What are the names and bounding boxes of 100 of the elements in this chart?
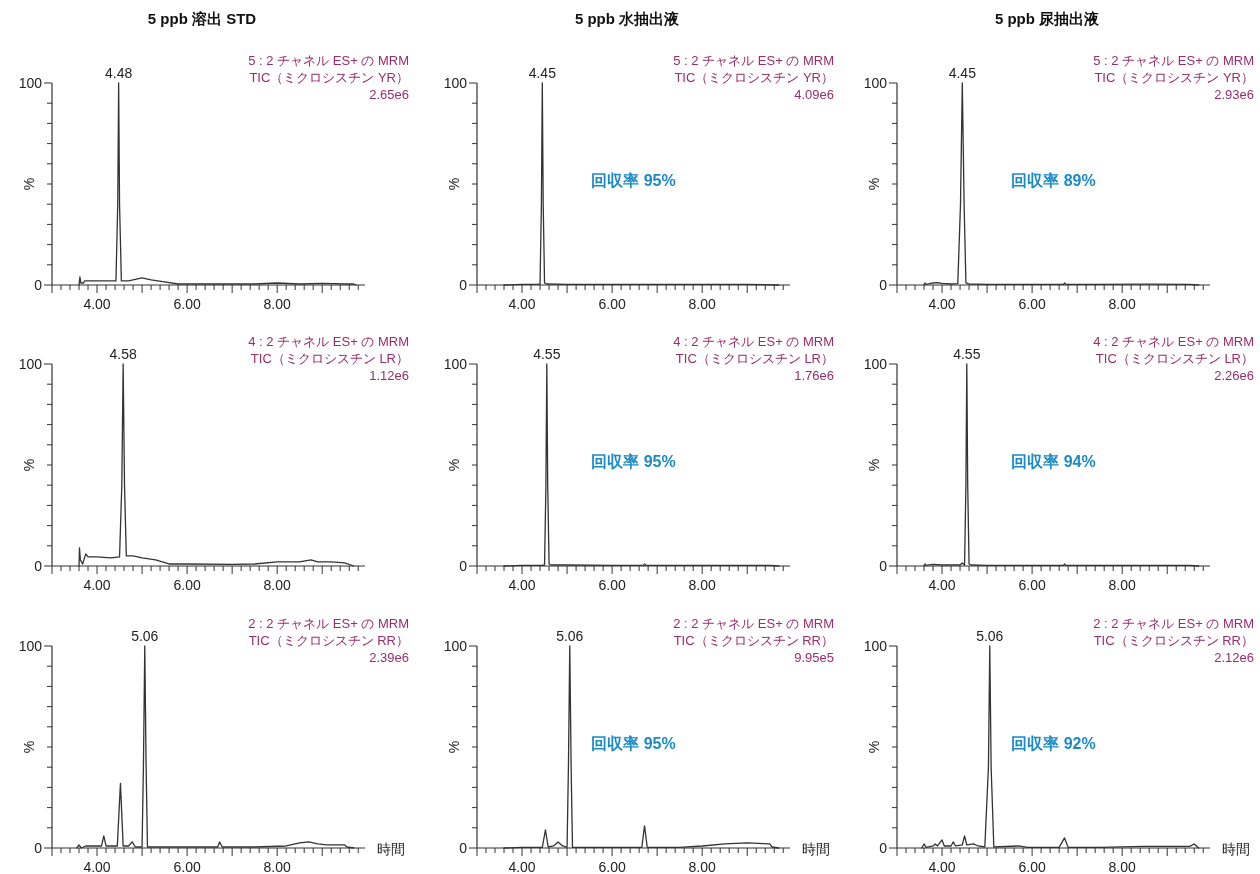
- x-axis-title: 時間: [1222, 841, 1250, 857]
- y-axis-title: %: [21, 177, 37, 191]
- annotation: 5.06: [131, 628, 159, 644]
- x-tick-label: 4.00: [83, 296, 111, 312]
- annotation: 回収率 94%: [1011, 452, 1096, 470]
- text: 2.93e6: [1214, 87, 1254, 102]
- y-tick-label: 100: [863, 638, 888, 654]
- y-axis-title: %: [446, 740, 462, 754]
- x-tick-label: 8.00: [1108, 577, 1137, 593]
- y-tick-label: 100: [443, 356, 468, 372]
- text: 1.12e6: [369, 368, 409, 383]
- annotation: 4.58: [109, 346, 137, 362]
- y-tick-label: 0: [879, 558, 888, 574]
- text: 2.65e6: [369, 87, 409, 102]
- y-axis-title: %: [866, 177, 882, 191]
- x-tick-label: 6.00: [1018, 577, 1046, 593]
- x-tick-label: 4.00: [83, 859, 111, 874]
- y-tick-label: 0: [34, 840, 43, 856]
- annotation: 回収率 95%: [591, 734, 676, 752]
- text: 1.76e6: [794, 368, 834, 383]
- text: 2 : 2 チャネル ES+ の MRM: [673, 616, 834, 631]
- annotation: TIC（ミクロシスチン YR）: [674, 70, 834, 85]
- x-tick-label: 4.00: [508, 296, 536, 312]
- text: 4 : 2 チャネル ES+ の MRM: [248, 334, 409, 349]
- x-tick-label: 8.00: [263, 859, 292, 874]
- x-tick-label: 4.00: [83, 577, 111, 593]
- y-tick-label: 100: [18, 75, 43, 91]
- y-tick-label: 0: [879, 840, 888, 856]
- annotation: TIC（ミクロシスチン LR）: [1095, 351, 1254, 366]
- x-tick-label: 6.00: [173, 577, 201, 593]
- x-tick-label: 8.00: [688, 859, 717, 874]
- chart-title: 5 ppb 尿抽出液: [994, 10, 1101, 27]
- x-tick-label: 4.00: [928, 859, 956, 874]
- annotation: TIC（ミクロシスチン RR）: [1093, 633, 1254, 648]
- y-tick-label: 0: [459, 840, 468, 856]
- x-tick-label: 6.00: [173, 859, 201, 874]
- x-tick-label: 6.00: [173, 296, 201, 312]
- x-tick-label: 4.00: [508, 859, 536, 874]
- annotation: 5.06: [556, 628, 584, 644]
- y-axis-title: %: [446, 177, 462, 191]
- x-tick-label: 4.00: [928, 296, 956, 312]
- y-tick-label: 0: [459, 558, 468, 574]
- annotation: 4.55: [533, 346, 561, 362]
- x-tick-label: 8.00: [1108, 859, 1137, 874]
- text: 4 : 2 チャネル ES+ の MRM: [1093, 334, 1254, 349]
- y-axis-title: %: [21, 740, 37, 754]
- x-tick-label: 6.00: [1018, 859, 1046, 874]
- annotation: 4.55: [953, 346, 981, 362]
- text: 5 : 2 チャネル ES+ の MRM: [248, 53, 409, 68]
- text: 2 : 2 チャネル ES+ の MRM: [1093, 616, 1254, 631]
- text: 5 : 2 チャネル ES+ の MRM: [1093, 53, 1254, 68]
- annotation: TIC（ミクロシスチン LR）: [250, 351, 409, 366]
- annotation: 回収率 95%: [591, 452, 676, 470]
- y-tick-label: 100: [18, 638, 43, 654]
- y-tick-label: 0: [34, 277, 43, 293]
- y-tick-label: 100: [863, 356, 888, 372]
- text: 4.09e6: [794, 87, 834, 102]
- annotation: TIC（ミクロシスチン LR）: [675, 351, 834, 366]
- text: 2.26e6: [1214, 368, 1254, 383]
- x-tick-label: 6.00: [1018, 296, 1046, 312]
- annotation: 回収率 95%: [591, 171, 676, 189]
- x-axis-title: 時間: [802, 841, 830, 857]
- x-tick-label: 6.00: [598, 296, 626, 312]
- x-tick-label: 4.00: [508, 577, 536, 593]
- x-tick-label: 8.00: [263, 577, 292, 593]
- chart-title: 5 ppb 溶出 STD: [147, 10, 257, 27]
- y-tick-label: 0: [459, 277, 468, 293]
- y-tick-label: 100: [443, 638, 468, 654]
- annotation: 4.45: [528, 65, 557, 81]
- annotation: 5.06: [976, 628, 1004, 644]
- text: 5 : 2 チャネル ES+ の MRM: [673, 53, 834, 68]
- text: 2.12e6: [1214, 650, 1254, 665]
- chart-title: 5 ppb 水抽出液: [574, 10, 681, 27]
- y-tick-label: 0: [879, 277, 888, 293]
- x-tick-label: 6.00: [598, 577, 626, 593]
- y-axis-title: %: [866, 458, 882, 472]
- x-tick-label: 6.00: [598, 859, 626, 874]
- annotation: TIC（ミクロシスチン RR）: [248, 633, 409, 648]
- text: 9.95e5: [794, 650, 834, 665]
- text: 4 : 2 チャネル ES+ の MRM: [673, 334, 834, 349]
- annotation: 4.48: [105, 65, 133, 81]
- y-tick-label: 100: [863, 75, 888, 91]
- annotation: 4.45: [948, 65, 977, 81]
- y-tick-label: 0: [34, 558, 43, 574]
- x-tick-label: 8.00: [688, 296, 717, 312]
- annotation: TIC（ミクロシスチン YR）: [249, 70, 409, 85]
- annotation: 回収率 89%: [1011, 171, 1096, 189]
- text: 2.39e6: [369, 650, 409, 665]
- x-tick-label: 8.00: [1108, 296, 1137, 312]
- y-tick-label: 100: [443, 75, 468, 91]
- y-tick-label: 100: [18, 356, 43, 372]
- x-tick-label: 8.00: [263, 296, 292, 312]
- annotation: TIC（ミクロシスチン RR）: [673, 633, 834, 648]
- annotation: 回収率 92%: [1011, 734, 1096, 752]
- annotation: TIC（ミクロシスチン YR）: [1094, 70, 1254, 85]
- x-tick-label: 8.00: [688, 577, 717, 593]
- text: 2 : 2 チャネル ES+ の MRM: [248, 616, 409, 631]
- y-axis-title: %: [21, 458, 37, 472]
- y-axis-title: %: [446, 458, 462, 472]
- x-tick-label: 4.00: [928, 577, 956, 593]
